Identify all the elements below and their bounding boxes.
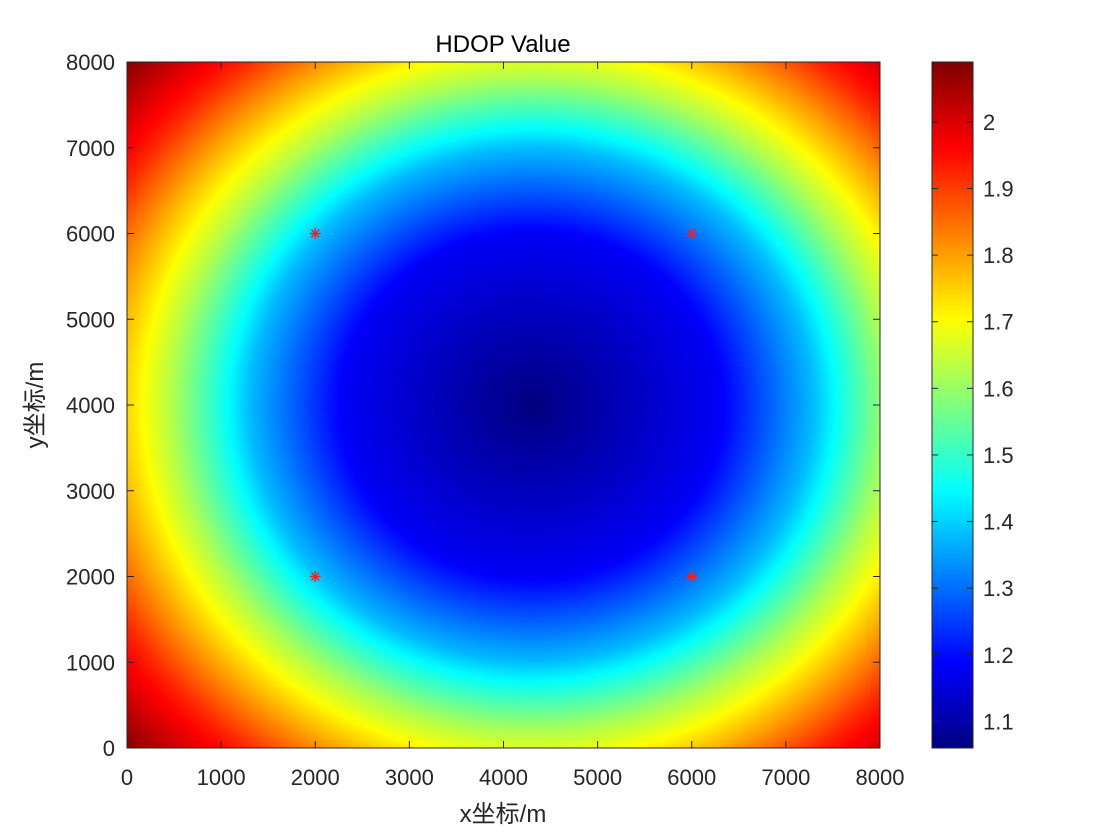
y-tick-label: 0 xyxy=(103,736,115,761)
station-markers xyxy=(309,228,698,582)
x-axis-label: x坐标/m xyxy=(460,801,547,828)
y-tick-label: 8000 xyxy=(66,50,115,75)
colorbar-tick-label: 1.7 xyxy=(983,310,1014,335)
heatmap-field xyxy=(127,62,880,748)
station-marker xyxy=(686,228,698,239)
colorbar-tick-label: 1.1 xyxy=(983,709,1014,734)
colorbar-tick-label: 2 xyxy=(983,110,995,135)
y-tick-label: 5000 xyxy=(66,307,115,332)
x-tick-label: 8000 xyxy=(856,765,905,790)
station-marker xyxy=(309,571,321,582)
y-tick-label: 3000 xyxy=(66,479,115,504)
x-tick-label: 0 xyxy=(121,765,133,790)
chart-title: HDOP Value xyxy=(435,31,570,58)
plot-area xyxy=(126,61,881,749)
x-tick-label: 6000 xyxy=(667,765,716,790)
colorbar-gradient xyxy=(932,62,973,748)
y-tick-label: 6000 xyxy=(66,222,115,247)
x-tick-label: 3000 xyxy=(385,765,434,790)
y-axis-ticks: 0 1000 2000 3000 4000 5000 6000 7000 8000 xyxy=(66,50,880,761)
x-axis-ticks: 0 1000 2000 3000 4000 5000 6000 7000 8000 xyxy=(121,62,905,790)
x-tick-label: 7000 xyxy=(761,765,810,790)
colorbar: 1.1 1.2 1.3 1.4 1.5 1.6 1.7 1.8 1.9 2 xyxy=(931,61,1014,749)
colorbar-tick-label: 1.9 xyxy=(983,177,1014,202)
heatmap-container xyxy=(127,62,880,748)
station-marker xyxy=(309,228,321,239)
colorbar-tick-label: 1.8 xyxy=(983,243,1014,268)
colorbar-tick-label: 1.5 xyxy=(983,443,1014,468)
colorbar-tick-label: 1.3 xyxy=(983,576,1014,601)
colorbar-tick-label: 1.2 xyxy=(983,643,1014,668)
colorbar-ticks: 1.1 1.2 1.3 1.4 1.5 1.6 1.7 1.8 1.9 2 xyxy=(932,110,1014,734)
x-tick-label: 2000 xyxy=(291,765,340,790)
x-tick-label: 5000 xyxy=(573,765,622,790)
colorbar-frame xyxy=(931,61,974,749)
colorbar-container xyxy=(932,62,973,748)
y-tick-label: 7000 xyxy=(66,136,115,161)
colorbar-tick-label: 1.6 xyxy=(983,376,1014,401)
x-tick-label: 4000 xyxy=(479,765,528,790)
y-tick-label: 2000 xyxy=(66,565,115,590)
y-tick-label: 4000 xyxy=(66,393,115,418)
colorbar-tick-label: 1.4 xyxy=(983,510,1014,535)
y-tick-label: 1000 xyxy=(66,650,115,675)
x-tick-label: 1000 xyxy=(197,765,246,790)
y-axis-label: y坐标/m xyxy=(22,362,49,449)
station-marker xyxy=(686,571,698,582)
